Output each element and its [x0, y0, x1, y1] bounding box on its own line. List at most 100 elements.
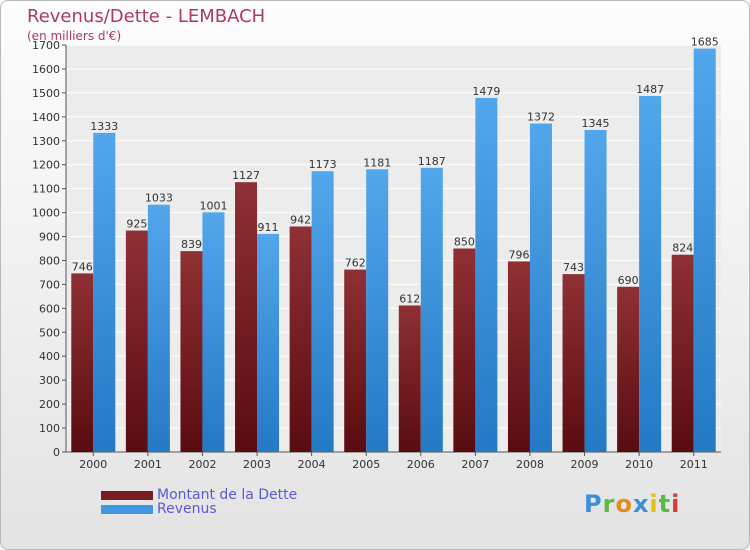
bar-revenus: [475, 97, 498, 452]
bar-debt: [507, 261, 530, 452]
bar-revenus: [311, 171, 334, 453]
bar-revenus: [202, 212, 225, 452]
y-tick-label: 1000: [32, 207, 60, 220]
logo-letter: t: [658, 490, 672, 518]
bar-revenus: [529, 123, 552, 452]
bar-revenus-value-label: 1333: [90, 120, 118, 133]
bar-debt-value-label: 746: [72, 260, 93, 273]
bar-revenus: [93, 132, 116, 452]
x-tick-label: 2004: [298, 458, 326, 471]
logo-letter: o: [615, 490, 633, 518]
y-tick-label: 400: [39, 350, 60, 363]
x-tick-label: 2009: [571, 458, 599, 471]
y-tick-label: 800: [39, 254, 60, 267]
bar-revenus: [693, 48, 716, 452]
plot-area: [66, 45, 721, 452]
bar-debt: [453, 248, 476, 452]
bar-revenus-value-label: 1479: [472, 85, 500, 98]
x-tick-label: 2008: [516, 458, 544, 471]
logo-letter: P: [584, 490, 603, 518]
bar-debt: [235, 182, 258, 453]
bar-revenus: [584, 129, 607, 452]
bar-revenus-value-label: 1372: [527, 111, 555, 124]
y-tick-label: 1100: [32, 183, 60, 196]
chart-title: Revenus/Dette - LEMBACH: [27, 6, 266, 27]
y-tick-label: 1600: [32, 63, 60, 76]
bar-debt: [344, 269, 367, 452]
bar-debt-value-label: 762: [345, 257, 366, 270]
logo-letter: i: [671, 490, 681, 518]
bar-debt-value-label: 796: [508, 248, 529, 261]
bar-debt: [289, 226, 312, 452]
bar-debt: [398, 305, 421, 452]
bar-debt: [71, 273, 94, 452]
x-tick-label: 2003: [243, 458, 271, 471]
bar-debt: [180, 251, 203, 452]
y-tick-label: 500: [39, 326, 60, 339]
bar-debt-value-label: 612: [399, 292, 420, 305]
bar-debt-value-label: 690: [618, 274, 639, 287]
bar-revenus-value-label: 1345: [582, 117, 610, 130]
bar-debt-value-label: 850: [454, 236, 475, 249]
bar-debt-value-label: 1127: [232, 169, 260, 182]
bar-revenus-value-label: 1685: [691, 36, 719, 49]
bar-revenus: [257, 233, 280, 452]
legend-label-revenus: Revenus: [157, 501, 217, 517]
x-tick-label: 2000: [79, 458, 107, 471]
legend-label-debt: Montant de la Dette: [157, 487, 298, 503]
y-tick-label: 1700: [32, 39, 60, 52]
bar-revenus-value-label: 911: [258, 221, 279, 234]
y-tick-label: 1400: [32, 111, 60, 124]
y-tick-label: 100: [39, 422, 60, 435]
logo-letter: i: [649, 490, 659, 518]
x-tick-label: 2010: [625, 458, 653, 471]
bar-debt: [125, 230, 148, 452]
bar-revenus-value-label: 1181: [363, 156, 391, 169]
bar-debt: [562, 274, 585, 452]
x-tick-label: 2011: [680, 458, 708, 471]
bar-revenus-value-label: 1487: [636, 83, 664, 96]
legend-item-debt: Montant de la Dette: [101, 487, 297, 503]
bar-revenus-value-label: 1187: [418, 155, 446, 168]
y-axis: 0 100 200 300 400 500 600 700 800 900 1000 1100 1200…: [32, 39, 721, 459]
logo-letter: r: [602, 490, 616, 518]
x-tick-label: 2002: [188, 458, 216, 471]
x-axis: 2000 2001 2002 2003 2004 2005 2006 2007 2008 2009…: [79, 452, 708, 471]
data-labels: 746 1333 925 1033 839 1001 1127 911 942 1173 762 11…: [72, 36, 719, 306]
legend-swatch-debt: [101, 490, 153, 500]
y-tick-label: 700: [39, 278, 60, 291]
legend-swatch-revenus: [101, 504, 153, 514]
chart-subtitle: (en milliers d'€): [27, 29, 122, 43]
bar-debt-value-label: 839: [181, 238, 202, 251]
bars: [71, 48, 716, 453]
bar-revenus: [366, 169, 389, 452]
y-tick-label: 1200: [32, 159, 60, 172]
logo-letter: x: [632, 490, 650, 518]
bar-revenus: [147, 204, 170, 452]
bar-debt-value-label: 743: [563, 261, 584, 274]
x-tick-label: 2006: [407, 458, 435, 471]
y-tick-label: 0: [53, 446, 60, 459]
legend-item-revenus: Revenus: [101, 501, 217, 517]
grid-lines: [66, 44, 721, 453]
bar-debt-value-label: 925: [126, 218, 147, 231]
y-tick-label: 300: [39, 374, 60, 387]
x-tick-label: 2005: [352, 458, 380, 471]
x-tick-label: 2001: [134, 458, 162, 471]
bar-revenus-value-label: 1173: [309, 158, 337, 171]
y-tick-label: 200: [39, 398, 60, 411]
bar-debt: [617, 286, 640, 452]
bar-revenus-value-label: 1033: [145, 192, 173, 205]
bar-debt-value-label: 824: [672, 242, 693, 255]
y-tick-label: 600: [39, 302, 60, 315]
bar-revenus-value-label: 1001: [199, 199, 227, 212]
bar-revenus: [639, 95, 662, 453]
y-tick-label: 1300: [32, 135, 60, 148]
y-tick-label: 1500: [32, 87, 60, 100]
bar-debt-value-label: 942: [290, 213, 311, 226]
bar-debt: [671, 254, 694, 452]
y-tick-label: 900: [39, 231, 60, 244]
